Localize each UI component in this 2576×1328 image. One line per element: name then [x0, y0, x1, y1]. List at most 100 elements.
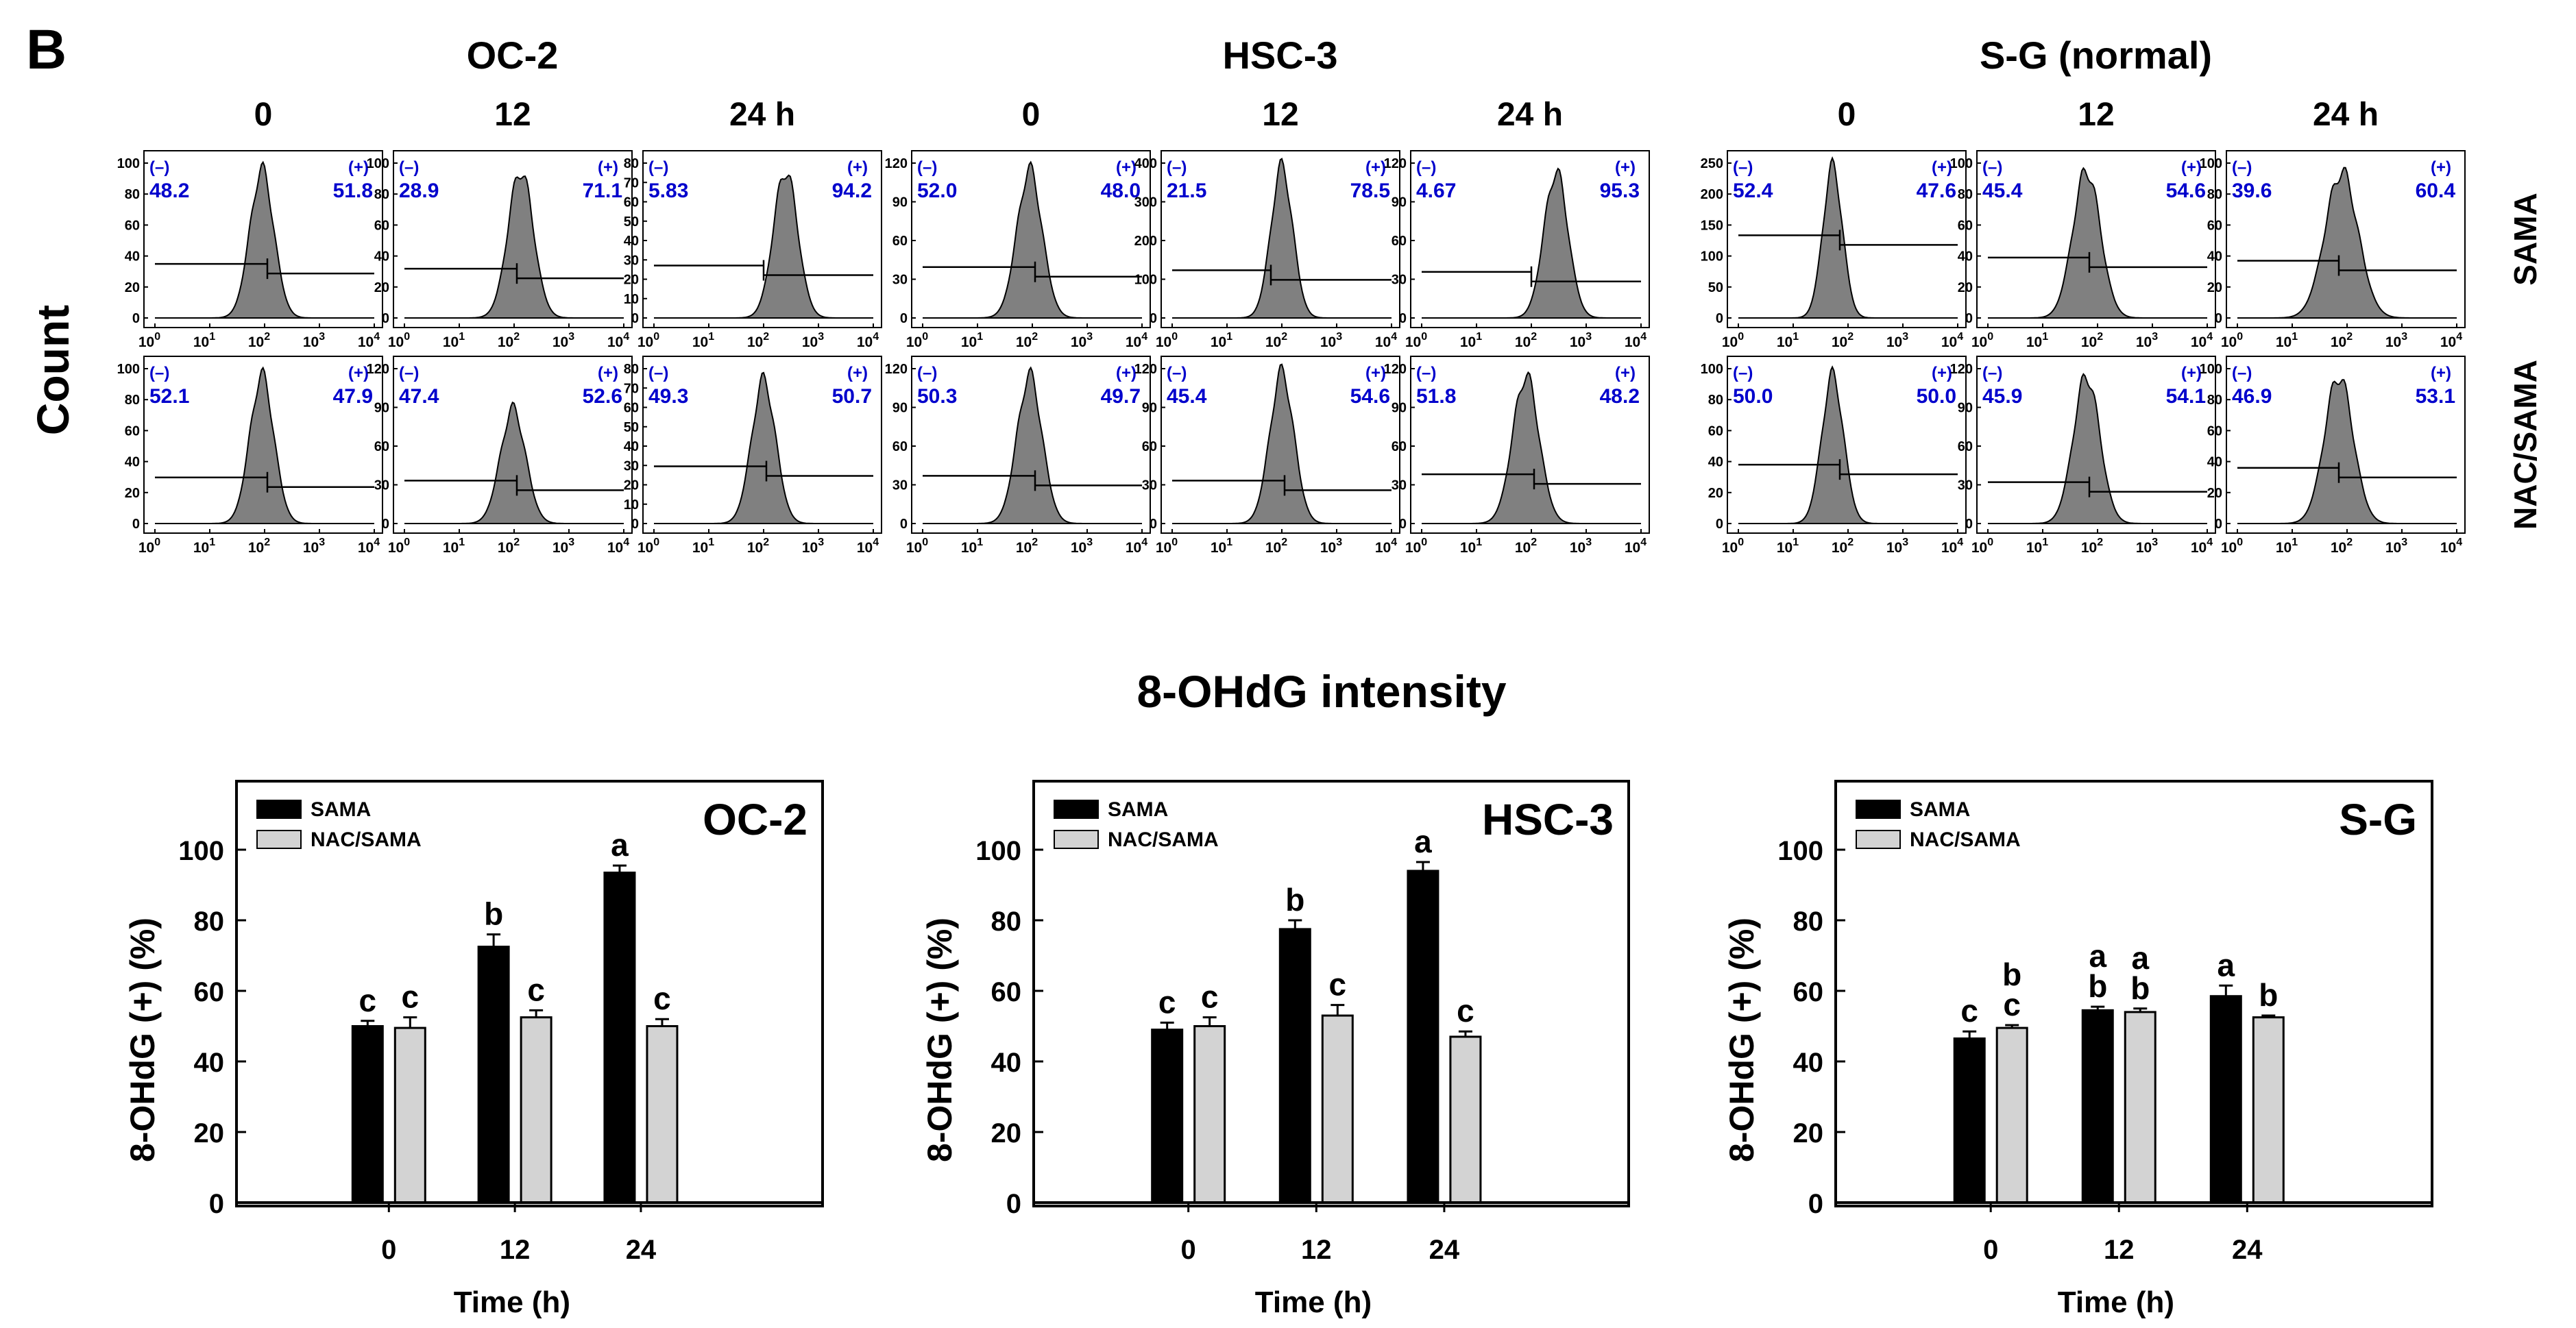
- x-tick-exponent: 1: [2292, 537, 2298, 548]
- x-tick-label: 102: [1515, 537, 1537, 556]
- legend-swatch: [1856, 830, 1901, 849]
- x-tick-label: 101: [2026, 537, 2048, 556]
- x-tick-base: 10: [498, 540, 513, 556]
- gate-pos-label: (+): [2431, 158, 2451, 177]
- y-tick-label: 40: [125, 455, 140, 470]
- significance-label: b: [484, 896, 503, 932]
- x-tick-base: 10: [857, 540, 873, 556]
- x-tick-base: 10: [1515, 540, 1531, 556]
- x-tick-label: 102: [1016, 331, 1038, 350]
- x-tick-label: 104: [2440, 537, 2462, 556]
- gate-pos-percent: 49.7: [1101, 385, 1141, 408]
- bar: [2209, 995, 2242, 1204]
- y-tick-label: 30: [624, 253, 639, 268]
- gate-neg-percent: 28.9: [399, 180, 439, 202]
- x-tick-label: 101: [961, 331, 983, 350]
- x-tick-label: 103: [1570, 537, 1592, 556]
- x-tick-exponent: 2: [763, 331, 769, 343]
- error-bar: [361, 1020, 375, 1026]
- chart-title: S-G: [2339, 795, 2417, 844]
- column-group-title: S-G (normal): [1980, 34, 2212, 77]
- y-tick-label: 30: [892, 478, 908, 493]
- x-tick-exponent: 1: [708, 331, 714, 343]
- legend-swatch: [1054, 800, 1099, 819]
- histogram-curve: [1988, 167, 2207, 319]
- error-bar: [1963, 1030, 1977, 1039]
- x-tick-exponent: 2: [1531, 537, 1537, 548]
- significance-label: a: [611, 827, 629, 863]
- gate-neg-label: (–): [1982, 158, 2002, 177]
- x-tick-base: 10: [1722, 540, 1738, 556]
- time-label: 24 h: [1497, 97, 1563, 133]
- gate-pos-label: (+): [1365, 364, 1386, 382]
- significance-label: a: [2217, 947, 2235, 983]
- histogram-curve: [1422, 371, 1641, 524]
- y-tick-label: 150: [1701, 218, 1723, 233]
- significance-label: c: [653, 981, 671, 1016]
- x-tick-label: 104: [1126, 331, 1147, 350]
- histogram-curve: [2237, 167, 2457, 319]
- significance-label: c: [1201, 979, 1219, 1015]
- y-tick-label: 60: [2207, 218, 2222, 233]
- gate-neg-percent: 45.4: [1982, 180, 2023, 202]
- x-tick-base: 10: [358, 540, 374, 556]
- legend-swatch: [1856, 800, 1901, 819]
- error-bar: [2005, 1024, 2019, 1029]
- y-tick-label: 30: [1958, 478, 1973, 493]
- bar: [2081, 1009, 2114, 1204]
- x-tick-exponent: 2: [1847, 537, 1854, 548]
- x-tick-label: 100: [1971, 537, 1993, 556]
- y-tick-label: 80: [1958, 187, 1973, 202]
- y-tick-label: 0: [132, 517, 140, 532]
- y-tick-label: 40: [624, 439, 639, 454]
- significance-label: b: [2259, 977, 2278, 1013]
- x-tick-exponent: 0: [2237, 331, 2243, 343]
- x-tick-exponent: 4: [873, 537, 879, 548]
- label-line: c: [1201, 979, 1219, 1015]
- gate-neg-label: (–): [399, 364, 419, 382]
- y-tick-label: 80: [125, 187, 140, 202]
- row-label: SAMA: [2507, 193, 2543, 285]
- bar: [1953, 1037, 1986, 1204]
- gate-neg-percent: 4.67: [1416, 180, 1456, 202]
- x-tick-exponent: 2: [2346, 537, 2353, 548]
- gate-marker: [2237, 462, 2457, 483]
- gate-neg-percent: 21.5: [1167, 180, 1206, 202]
- y-tick-label: 10: [624, 497, 639, 513]
- y-tick-label: 100: [117, 156, 140, 171]
- x-tick-label: 101: [443, 537, 465, 556]
- x-tick-label: 101: [1211, 331, 1232, 350]
- x-tick-base: 10: [2385, 334, 2401, 350]
- y-tick-label: 30: [374, 478, 389, 493]
- x-tick-label: 104: [1375, 537, 1397, 556]
- x-tick-exponent: 3: [2152, 331, 2158, 343]
- y-tick-label: 120: [1384, 362, 1407, 377]
- y-tick-label: 70: [624, 175, 639, 190]
- x-tick-label: 104: [1126, 537, 1147, 556]
- bar: [2124, 1011, 2156, 1204]
- histogram-curve: [1988, 373, 2207, 524]
- x-tick-exponent: 3: [1336, 537, 1342, 548]
- x-tick-exponent: 3: [818, 537, 824, 548]
- error-bar: [487, 933, 501, 947]
- x-tick-label: 103: [303, 537, 325, 556]
- gate-neg-percent: 39.6: [2232, 180, 2272, 202]
- label-line: c: [527, 972, 545, 1007]
- y-tick-label: 0: [1399, 517, 1407, 532]
- y-tick-label: 60: [624, 195, 639, 210]
- x-tick-base: 10: [2221, 540, 2237, 556]
- y-tick-label: 90: [1392, 195, 1407, 210]
- y-tick-label: 100: [1950, 156, 1973, 171]
- y-tick-label: 60: [624, 401, 639, 416]
- histogram-curve: [155, 366, 374, 524]
- x-tick-label: 100: [1722, 331, 1744, 350]
- label-line: c: [1329, 967, 1347, 1003]
- x-tick-label: 102: [248, 331, 270, 350]
- y-tick-label: 80: [2207, 187, 2222, 202]
- y-tick-label: 90: [1958, 401, 1973, 416]
- x-tick-base: 10: [2191, 334, 2207, 350]
- x-tick-exponent: 1: [2292, 331, 2298, 343]
- x-tick-label: 104: [2440, 331, 2462, 350]
